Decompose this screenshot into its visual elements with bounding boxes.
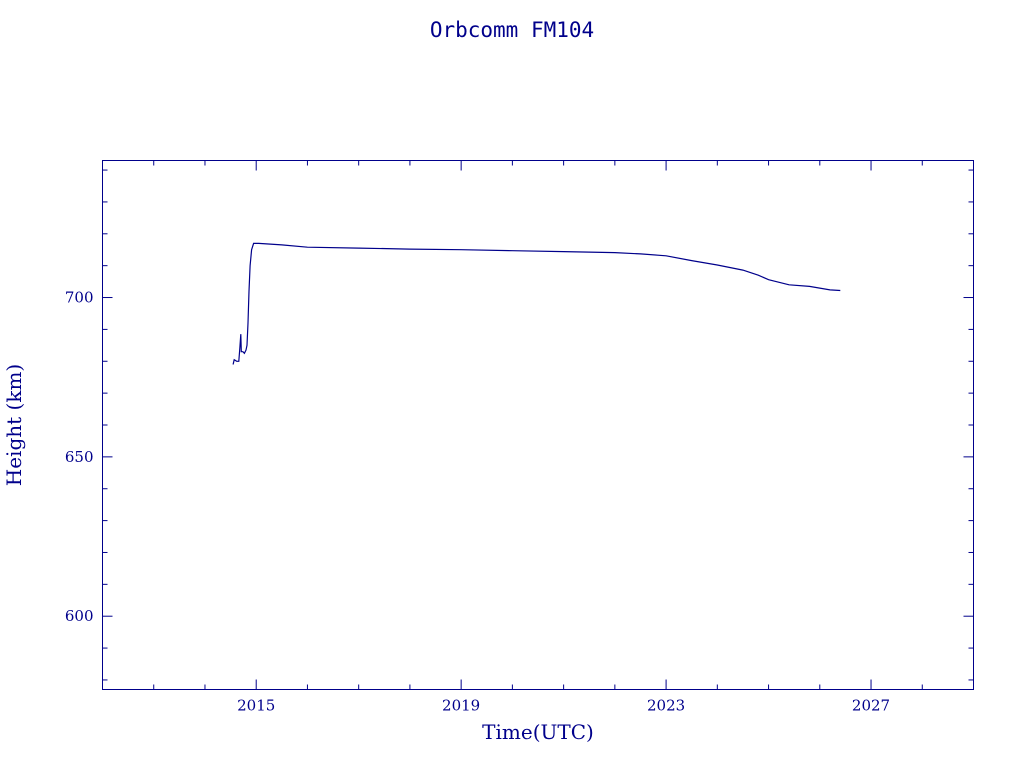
plot-frame bbox=[102, 160, 974, 690]
y-axis-title: Height (km) bbox=[2, 364, 26, 486]
x-axis-title: Time(UTC) bbox=[482, 720, 594, 744]
chart-title: Orbcomm FM104 bbox=[430, 18, 594, 42]
y-tick-label: 600 bbox=[65, 607, 94, 625]
height-series-line bbox=[232, 242, 841, 365]
y-tick-label: 650 bbox=[65, 448, 94, 466]
x-tick-label: 2015 bbox=[237, 697, 275, 715]
series-group bbox=[232, 242, 841, 365]
x-tick-label: 2023 bbox=[647, 697, 685, 715]
x-tick-label: 2019 bbox=[442, 697, 480, 715]
y-tick-label: 700 bbox=[65, 289, 94, 307]
axis-ticks bbox=[102, 160, 974, 690]
x-tick-label: 2027 bbox=[852, 697, 890, 715]
axis-tick-labels: 2015 2019 2023 2027 600 650 700 bbox=[65, 289, 890, 715]
